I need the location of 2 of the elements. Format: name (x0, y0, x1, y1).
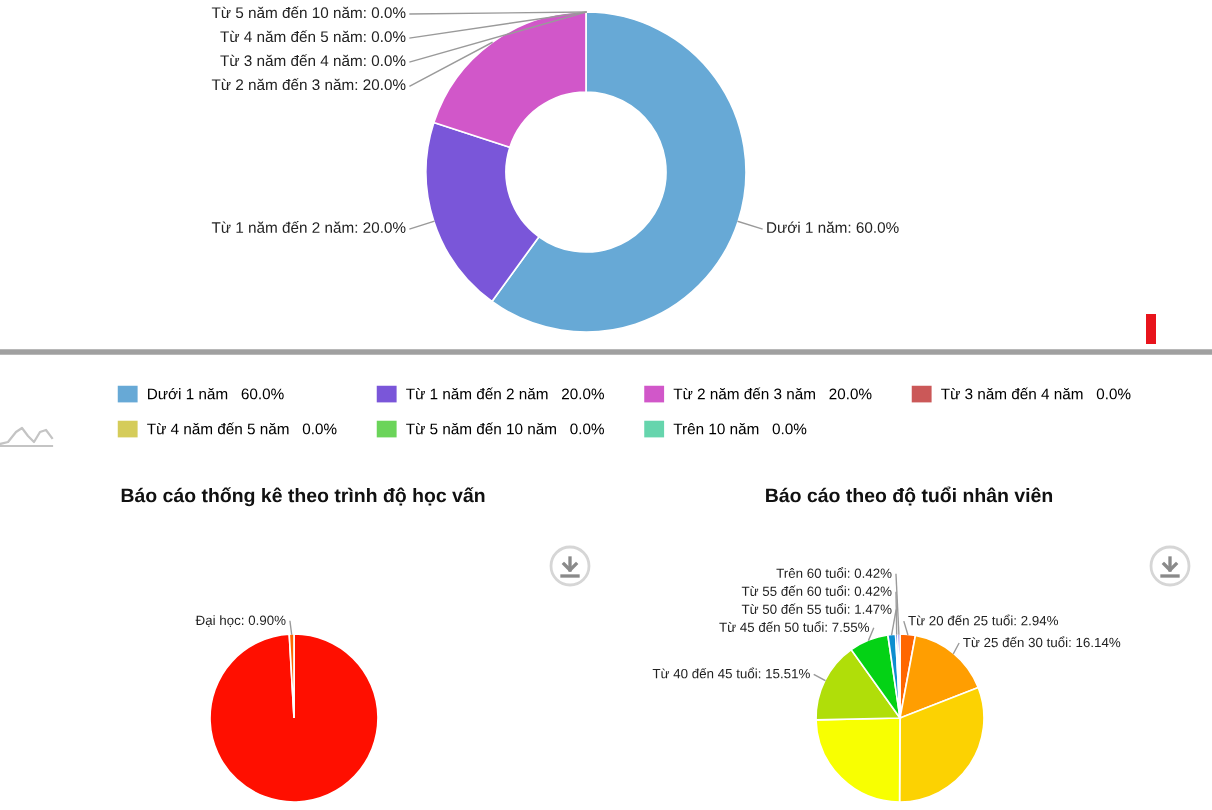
chart-title: Báo cáo theo độ tuổi nhân viên (766, 486, 1053, 506)
chart-title: Báo cáo thống kê theo trình độ học vấn (121, 487, 485, 507)
